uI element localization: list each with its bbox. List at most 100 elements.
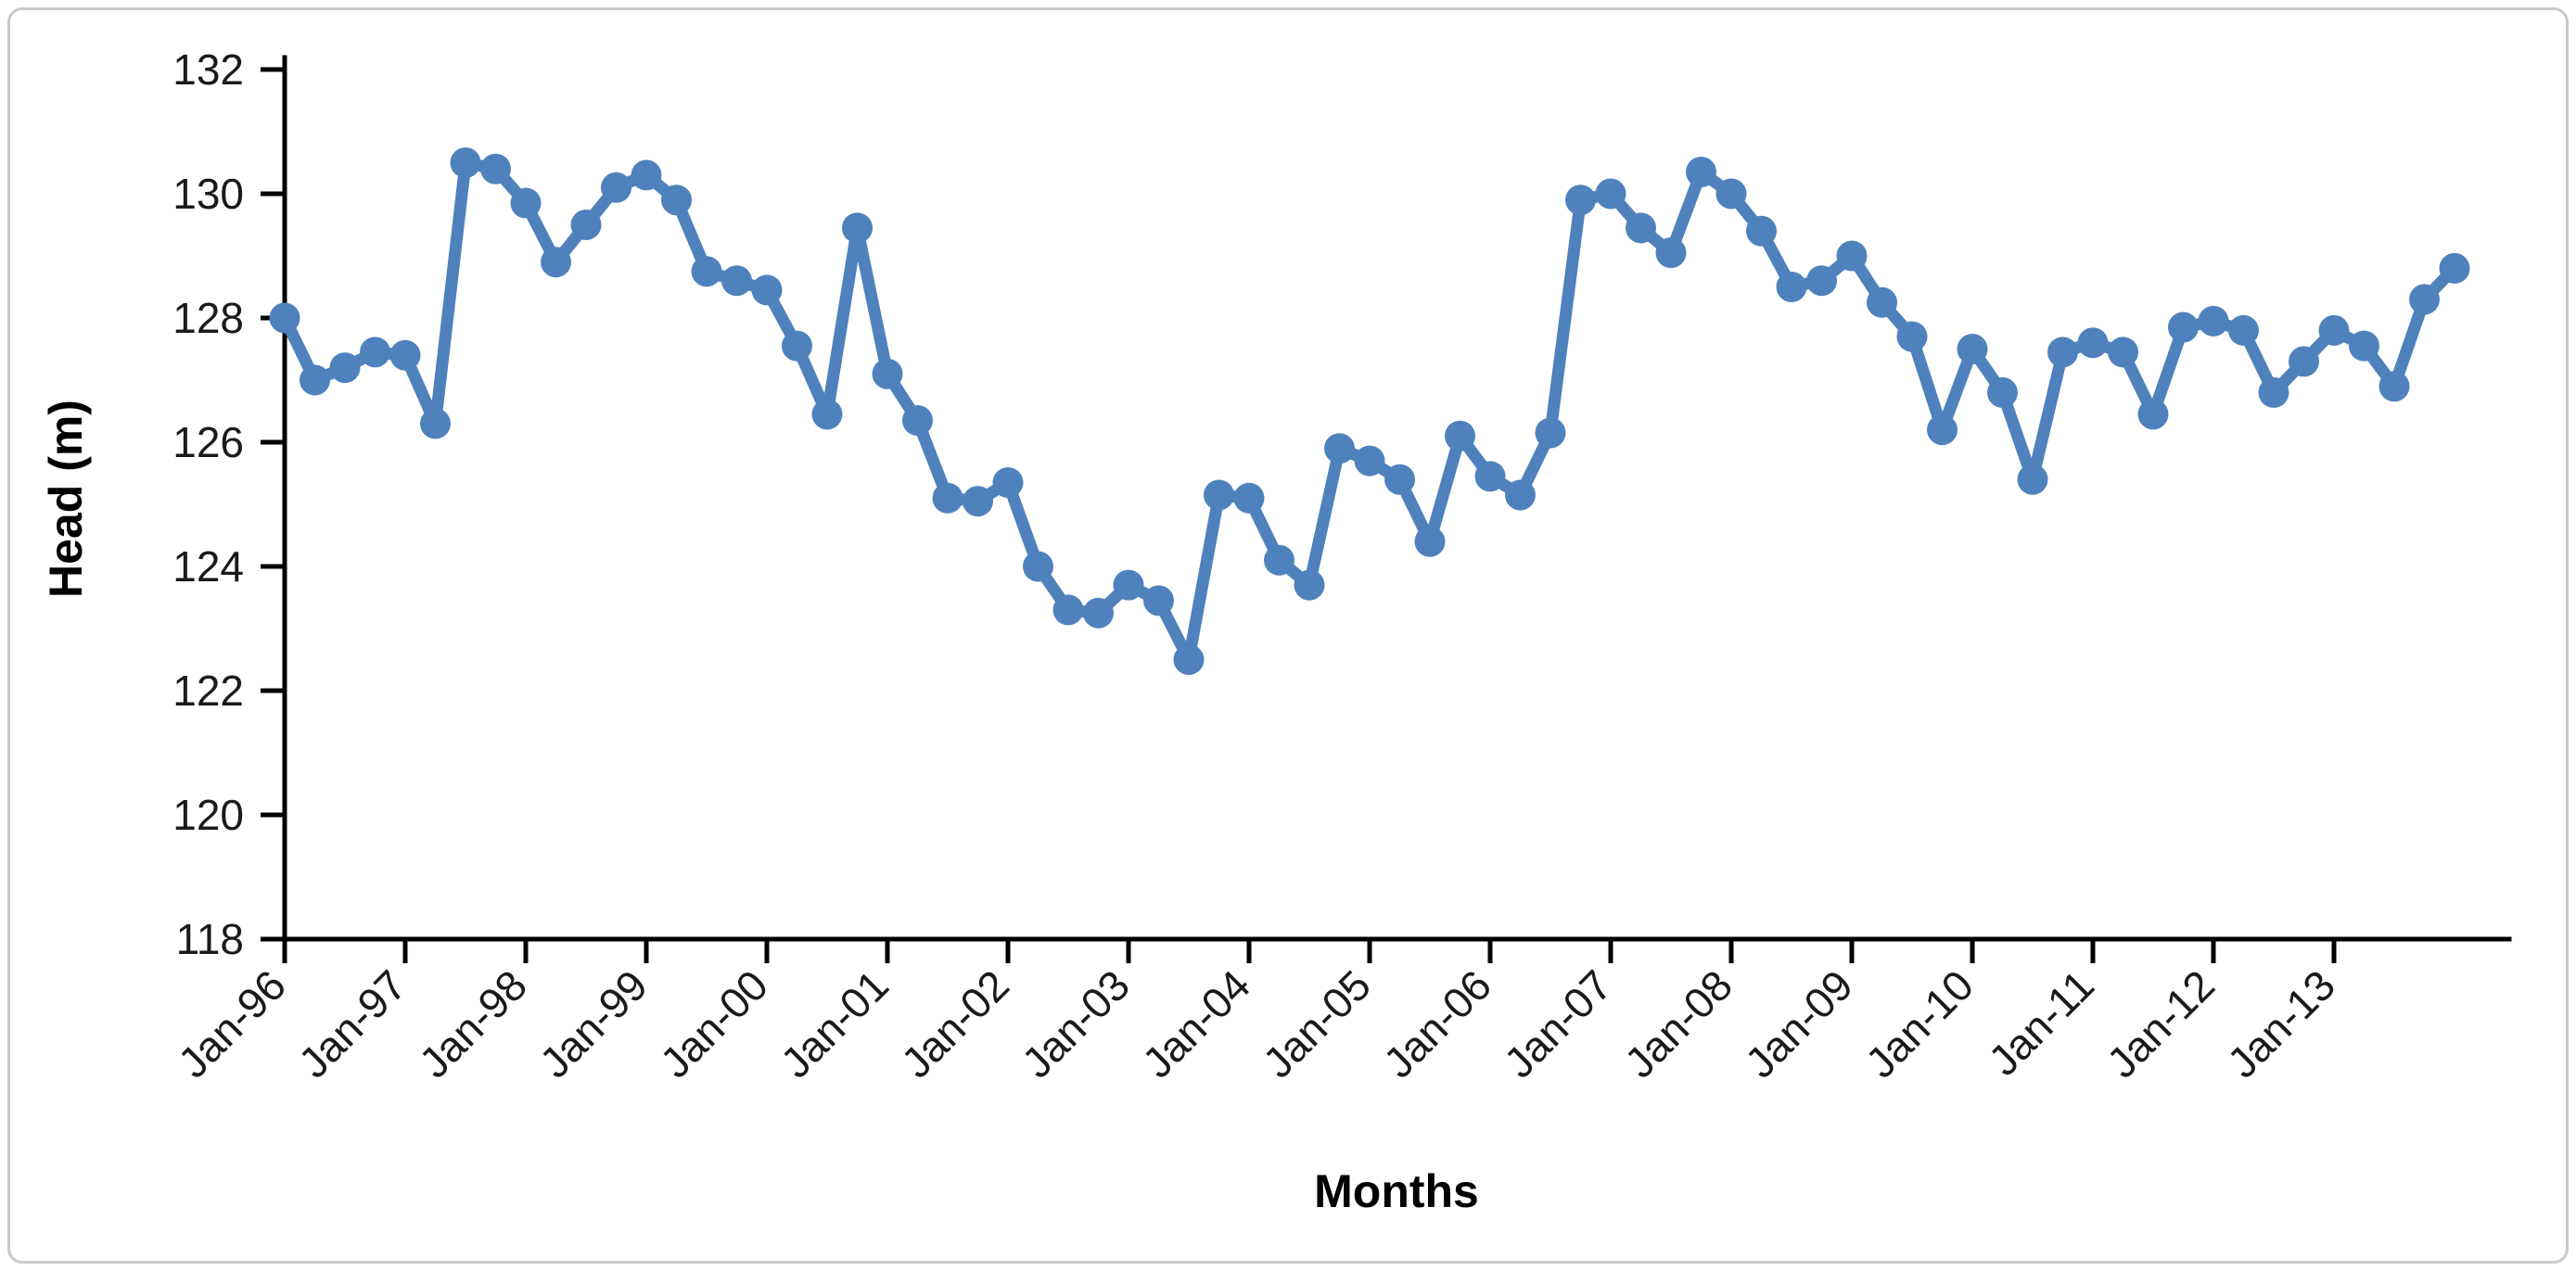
data-point-Apr-04 (1264, 544, 1294, 576)
x-tick-label: Jan-00 (651, 960, 777, 1087)
x-tick-label: Jan-13 (2218, 960, 2344, 1087)
data-point-Apr-01 (902, 405, 933, 437)
data-point-Jul-06 (1535, 417, 1566, 449)
y-tick-label: 132 (172, 45, 244, 94)
data-point-Oct-96 (360, 337, 390, 368)
data-point-Jul-09 (1896, 321, 1928, 352)
data-point-Oct-97 (480, 153, 511, 184)
data-point-Jul-04 (1294, 569, 1325, 601)
data-point-Oct-05 (1445, 420, 1475, 451)
x-tick-label: Jan-11 (1979, 960, 2103, 1085)
x-tick-label: Jan-99 (530, 960, 657, 1087)
data-point-Jan-06 (1474, 461, 1506, 492)
y-tick-label: 128 (172, 294, 244, 342)
y-tick-label: 120 (172, 791, 244, 839)
data-point-Jan-11 (2077, 327, 2109, 359)
x-tick-label: Jan-02 (892, 960, 1018, 1087)
data-point-Apr-02 (1023, 551, 1053, 582)
data-point-Oct-98 (601, 172, 631, 203)
data-point-Apr-09 (1867, 286, 1897, 318)
data-point-Jul-07 (1655, 237, 1687, 269)
data-point-Jan-07 (1595, 178, 1626, 210)
x-tick-label: Jan-06 (1374, 960, 1500, 1087)
data-point-Jan-99 (631, 159, 662, 191)
data-point-Oct-06 (1565, 184, 1596, 216)
data-point-Jul-03 (1173, 644, 1205, 675)
data-point-Jan-12 (2198, 305, 2229, 337)
data-point-Jan-03 (1113, 569, 1144, 601)
x-tick-label: Jan-09 (1736, 960, 1862, 1087)
y-tick-label: 126 (172, 418, 244, 466)
x-tick-label: Jan-01 (772, 960, 898, 1087)
x-tick-label: Jan-08 (1615, 960, 1741, 1087)
data-point-Apr-03 (1143, 585, 1174, 616)
data-point-Apr-96 (300, 364, 330, 396)
data-point-Apr-07 (1626, 212, 1656, 244)
data-point-Jul-96 (329, 352, 361, 384)
data-point-Oct-01 (963, 486, 993, 517)
data-point-Jul-10 (2017, 464, 2048, 495)
data-point-Jul-05 (1414, 526, 1446, 557)
x-tick-label: Jan-04 (1133, 960, 1259, 1087)
data-point-Oct-03 (1204, 479, 1234, 511)
data-point-Oct-09 (1927, 414, 1958, 446)
x-tick-label: Jan-98 (410, 960, 536, 1087)
data-point-Oct-07 (1686, 157, 1716, 188)
x-tick-label: Jan-97 (289, 960, 415, 1087)
y-tick-label: 124 (172, 542, 244, 591)
data-point-Jul-99 (691, 256, 722, 287)
data-point-Jul-01 (932, 482, 963, 514)
data-point-Apr-13 (2349, 330, 2379, 362)
data-point-Jan-01 (872, 358, 903, 389)
data-point-Jan-98 (510, 187, 542, 219)
data-point-Apr-97 (420, 408, 451, 439)
x-tick-label: Jan-12 (2098, 960, 2224, 1087)
data-point-Apr-12 (2228, 314, 2259, 346)
data-point-Jul-00 (811, 399, 843, 430)
data-point-Apr-11 (2108, 337, 2138, 368)
data-point-Oct-11 (2168, 311, 2199, 343)
data-point-Jan-96 (269, 302, 300, 334)
data-point-Jan-00 (751, 274, 783, 306)
x-tick-label: Jan-10 (1856, 960, 1983, 1087)
x-axis-title: Months (1314, 1165, 1479, 1217)
data-point-Apr-08 (1746, 215, 1777, 247)
data-point-Jan-13 (2318, 314, 2350, 346)
data-point-Apr-05 (1384, 464, 1415, 495)
data-point-Jan-04 (1233, 482, 1265, 514)
data-point-Oct-10 (2047, 337, 2078, 368)
data-point-Apr-00 (782, 330, 812, 362)
data-point-Apr-99 (661, 184, 692, 216)
data-point-Jul-13 (2378, 371, 2410, 402)
data-point-Apr-06 (1505, 479, 1536, 511)
y-tick-label: 122 (172, 667, 244, 715)
data-point-Jan-09 (1836, 240, 1868, 272)
data-point-Jan-05 (1354, 445, 1385, 477)
data-point-Oct-00 (842, 212, 873, 244)
x-tick-label: Jan-05 (1254, 960, 1380, 1087)
data-point-Apr-10 (1987, 376, 2018, 408)
data-point-Oct-99 (721, 265, 752, 297)
data-point-Jan-02 (992, 467, 1024, 499)
data-point-Jul-02 (1052, 594, 1084, 626)
data-point-Jan-10 (1957, 334, 1988, 364)
data-point-Jul-11 (2137, 399, 2169, 430)
data-point-Jan-14 (2439, 252, 2470, 284)
x-tick-label: Jan-07 (1495, 960, 1621, 1087)
y-tick-label: 130 (172, 170, 244, 218)
data-point-Apr-98 (541, 247, 571, 278)
x-tick-label: Jan-03 (1013, 960, 1139, 1087)
data-point-Jul-08 (1776, 272, 1807, 302)
data-point-Jul-97 (450, 147, 481, 178)
data-point-Jan-97 (389, 339, 421, 371)
x-tick-label: Jan-96 (169, 960, 295, 1087)
data-point-Oct-08 (1806, 265, 1837, 297)
data-point-Oct-13 (2409, 284, 2440, 315)
data-point-Jan-08 (1715, 178, 1747, 210)
data-point-Jul-98 (570, 210, 602, 240)
y-axis-title: Head (m) (40, 400, 92, 598)
y-tick-label: 118 (176, 915, 244, 963)
data-point-Oct-02 (1083, 597, 1114, 629)
